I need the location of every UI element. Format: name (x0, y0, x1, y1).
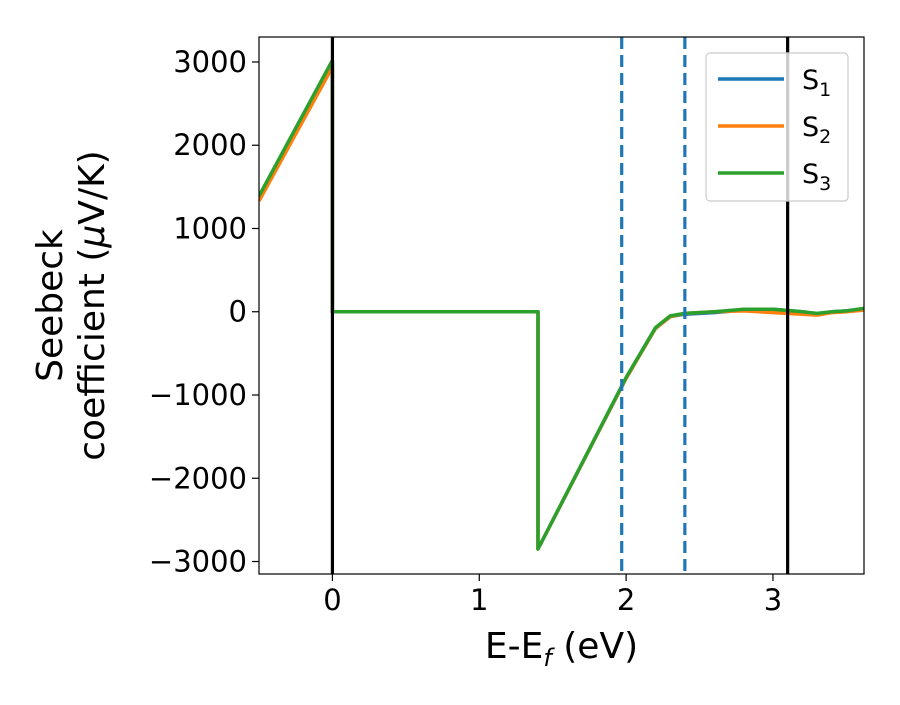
y-tick-label: −3000 (149, 545, 247, 579)
x-tick-label: 1 (470, 583, 488, 617)
y-tick-label: −2000 (149, 461, 247, 495)
x-tick-label: 2 (617, 583, 635, 617)
plot-frame (258, 36, 865, 575)
x-tick-label: 0 (323, 583, 341, 617)
axis-ticks: 0 1 2 3 −3000 −2000 −1000 0 1000 2000 3000 (149, 45, 782, 617)
legend-label: S3 (802, 159, 831, 195)
legend: S1 S2 S3 (705, 52, 849, 202)
y-tick-label: 0 (229, 295, 247, 329)
y-tick-label: −1000 (149, 378, 247, 412)
legend-label: S2 (802, 112, 831, 148)
x-tick-label: 3 (764, 583, 782, 617)
legend-label: S1 (802, 65, 831, 101)
y-tick-label: 2000 (173, 128, 247, 162)
x-axis-label: E-Ef (eV) (485, 626, 638, 672)
y-tick-label: 3000 (173, 45, 247, 79)
y-tick-label: 1000 (173, 211, 247, 245)
y-axis-label: Seebeckcoefficient (μV/K) (30, 150, 113, 460)
